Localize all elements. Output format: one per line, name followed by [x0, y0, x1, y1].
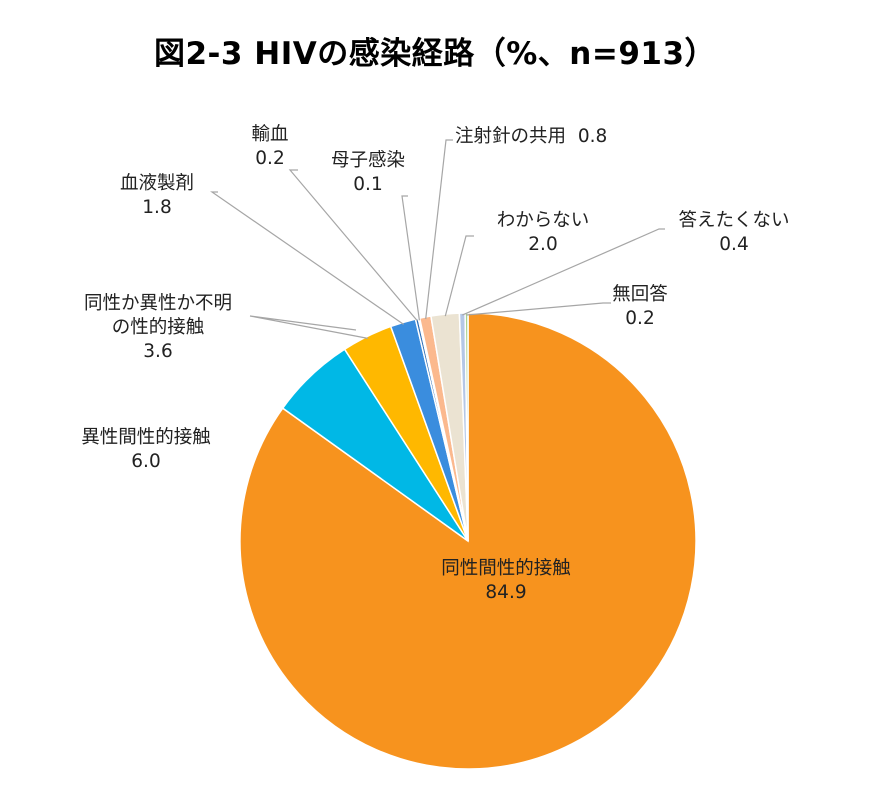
leader-line-注射針の共用 [425, 139, 453, 320]
slice-label-答えたくない: 答えたくない 0.4 [678, 209, 789, 257]
slice-value: 0.2 [625, 308, 655, 329]
slice-name: 注射針の共用 [455, 126, 567, 147]
leader-line-同性か異性か不明の性的接触 [249, 315, 369, 339]
leader-line-わからない [444, 235, 474, 317]
slice-name: 答えたくない [678, 210, 790, 231]
slice-value: 3.6 [143, 341, 173, 362]
slice-label-注射針の共用: 注射針の共用 0.8 [455, 125, 607, 149]
slice-value: 84.9 [485, 582, 527, 603]
leader-lines [210, 139, 665, 339]
leader-line-母子感染 [401, 195, 420, 321]
slice-name-line-1: 同性か異性か不明 [83, 293, 233, 314]
slice-label-異性間性的接触: 異性間性的接触 6.0 [81, 426, 211, 474]
leader-line-輸血 [288, 169, 418, 322]
slice-label-無回答: 無回答 0.2 [612, 283, 668, 331]
slice-value: 1.8 [142, 197, 172, 218]
slice-name-value: 注射針の共用 0.8 [455, 125, 607, 149]
leader-line-答えたくない [462, 228, 665, 316]
slice-name: 血液製剤 [119, 173, 195, 194]
leader-line-血液製剤 [210, 191, 404, 325]
slice-label-同性か異性か不明の性的接触: 同性か異性か不明 の性的接触 3.6 [84, 292, 232, 364]
slice-name: 同性間性的接触 [441, 558, 571, 579]
slice-value: 0.2 [255, 148, 285, 169]
slice-value: 2.0 [528, 234, 558, 255]
slice-name: わからない [496, 210, 590, 231]
slice-name: 無回答 [612, 284, 668, 305]
slice-label-わからない: わからない 2.0 [497, 209, 590, 257]
slice-value: 0.4 [719, 234, 749, 255]
slice-label-同性間性的接触: 同性間性的接触 84.9 [441, 557, 571, 605]
slice-label-母子感染: 母子感染 0.1 [331, 149, 405, 197]
slice-name: 輸血 [251, 124, 289, 145]
slice-value: 0.8 [577, 126, 608, 147]
slice-name-line-2: の性的接触 [111, 317, 205, 338]
leader-line-無回答 [466, 302, 611, 316]
slice-value: 6.0 [131, 451, 161, 472]
slice-value: 0.1 [353, 174, 383, 195]
slice-name: 異性間性的接触 [81, 427, 211, 448]
slice-label-輸血: 輸血 0.2 [251, 123, 288, 171]
pie-slices [239, 312, 697, 770]
chart-title: 図2-3 HIVの感染経路（%、n=913） [153, 36, 717, 72]
slice-label-血液製剤: 血液製剤 1.8 [120, 172, 194, 220]
slice-name: 母子感染 [330, 150, 406, 171]
